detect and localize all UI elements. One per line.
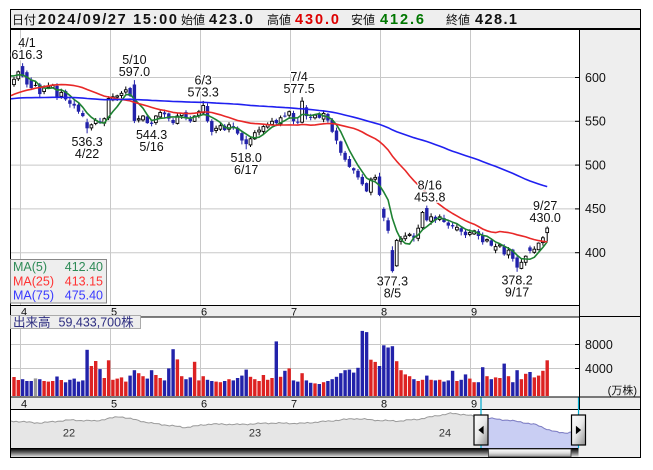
svg-text:412.6: 412.6 xyxy=(380,12,424,28)
svg-text:412.40: 412.40 xyxy=(65,260,103,274)
svg-text:378.2: 378.2 xyxy=(501,274,532,288)
svg-text:(万株): (万株) xyxy=(608,383,637,397)
svg-text:9: 9 xyxy=(471,306,477,318)
svg-text:5/10: 5/10 xyxy=(122,53,146,67)
svg-text:597.0: 597.0 xyxy=(119,65,150,79)
svg-text:始値: 始値 xyxy=(181,12,205,27)
svg-text:7: 7 xyxy=(291,306,297,318)
svg-text:600: 600 xyxy=(585,71,606,85)
svg-text:400: 400 xyxy=(585,246,606,260)
svg-text:9: 9 xyxy=(471,398,477,410)
svg-text:573.3: 573.3 xyxy=(188,86,219,100)
svg-text:8000: 8000 xyxy=(585,338,613,352)
svg-text:5: 5 xyxy=(111,398,117,410)
svg-text:4: 4 xyxy=(21,398,27,410)
svg-text:6/3: 6/3 xyxy=(195,74,212,88)
svg-text:MA(5): MA(5) xyxy=(13,260,47,274)
svg-text:23: 23 xyxy=(249,428,261,440)
svg-text:8/5: 8/5 xyxy=(384,286,401,300)
svg-text:高値: 高値 xyxy=(267,12,291,27)
svg-text:430.0: 430.0 xyxy=(530,211,561,225)
svg-text:8: 8 xyxy=(381,306,387,318)
svg-text:8: 8 xyxy=(381,398,387,410)
svg-text:4/22: 4/22 xyxy=(75,147,99,161)
svg-text:577.5: 577.5 xyxy=(283,82,314,96)
svg-text:MA(25): MA(25) xyxy=(13,274,54,288)
svg-text:7: 7 xyxy=(291,398,297,410)
svg-text:2024/09/27 15:00: 2024/09/27 15:00 xyxy=(38,12,177,28)
svg-text:536.3: 536.3 xyxy=(71,135,102,149)
svg-text:7/4: 7/4 xyxy=(290,70,307,84)
svg-text:500: 500 xyxy=(585,158,606,172)
svg-text:423.0: 423.0 xyxy=(209,12,253,28)
svg-text:24: 24 xyxy=(439,428,451,440)
svg-text:616.3: 616.3 xyxy=(11,48,42,62)
svg-text:413.15: 413.15 xyxy=(65,274,103,288)
svg-text:453.8: 453.8 xyxy=(414,190,445,204)
svg-text:4000: 4000 xyxy=(585,362,613,376)
svg-text:377.3: 377.3 xyxy=(377,274,408,288)
svg-text:6: 6 xyxy=(201,306,207,318)
svg-text:安値: 安値 xyxy=(351,12,375,27)
svg-text:5/16: 5/16 xyxy=(139,140,163,154)
svg-text:428.1: 428.1 xyxy=(475,12,517,28)
svg-text:MA(75): MA(75) xyxy=(13,289,54,303)
svg-text:4: 4 xyxy=(21,306,27,318)
svg-text:8/16: 8/16 xyxy=(418,178,442,192)
svg-text:6/17: 6/17 xyxy=(234,163,258,177)
svg-text:5: 5 xyxy=(111,306,117,318)
svg-text:550: 550 xyxy=(585,115,606,129)
svg-text:450: 450 xyxy=(585,202,606,216)
svg-text:4/1: 4/1 xyxy=(18,36,35,50)
svg-text:475.40: 475.40 xyxy=(65,289,103,303)
svg-text:518.0: 518.0 xyxy=(231,151,262,165)
svg-text:544.3: 544.3 xyxy=(136,128,167,142)
svg-text:終値: 終値 xyxy=(446,12,470,27)
svg-text:日付: 日付 xyxy=(12,13,36,27)
svg-text:430.0: 430.0 xyxy=(295,12,339,28)
svg-text:9/27: 9/27 xyxy=(533,199,557,213)
svg-text:6: 6 xyxy=(201,398,207,410)
svg-text:9/17: 9/17 xyxy=(505,286,529,300)
svg-text:22: 22 xyxy=(63,428,75,440)
